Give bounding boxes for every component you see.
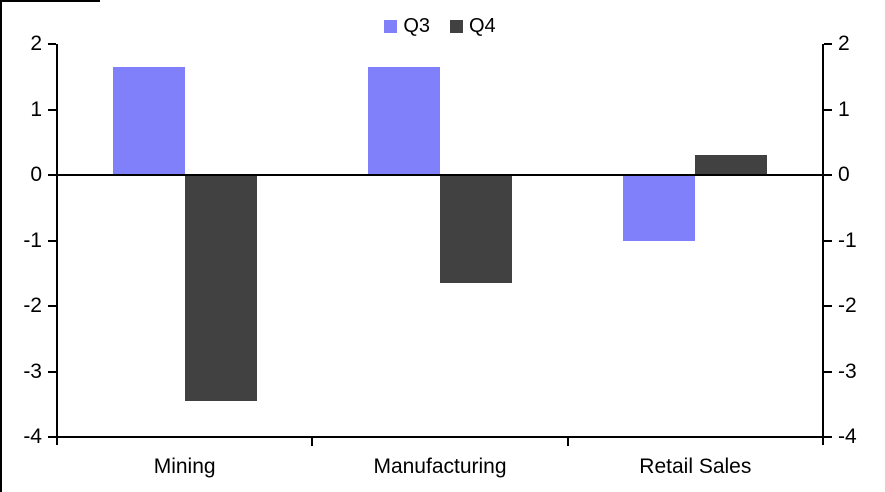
y-tick-label-right: 1 (838, 97, 850, 121)
legend-label-q4: Q4 (469, 15, 496, 37)
bar-q3-manufacturing (368, 66, 440, 175)
bar-q4-retail-sales (695, 155, 768, 175)
y-tick-label-left: -3 (23, 359, 42, 383)
y-tick-label-right: -4 (838, 425, 857, 448)
y-tick-right (824, 305, 832, 307)
y-tick-label-left: 1 (30, 97, 42, 121)
bar-q4-manufacturing (440, 175, 512, 284)
zero-line (57, 174, 823, 176)
bar-q3-mining (112, 66, 185, 175)
category-label: Retail Sales (639, 455, 752, 478)
y-tick-label-right: 2 (838, 32, 850, 55)
y-tick-right (824, 43, 832, 45)
y-tick-right (824, 239, 832, 242)
y-tick-right (824, 174, 832, 176)
y-tick-right (824, 436, 832, 438)
y-tick-right (824, 108, 832, 111)
y-tick-left (48, 305, 56, 307)
y-tick-left (48, 239, 56, 242)
y-tick-left (48, 370, 56, 373)
y-tick-left (48, 436, 56, 438)
y-tick-label-left: 2 (30, 32, 42, 55)
top-edge-border (0, 0, 100, 2)
left-edge-border (0, 0, 2, 492)
bar-q4-mining (184, 175, 257, 401)
category-label: Mining (153, 455, 216, 478)
bar-q3-retail-sales (623, 175, 696, 241)
x-tick (566, 438, 569, 446)
y-tick-left (48, 108, 56, 111)
y-axis-right (822, 44, 824, 445)
legend: Q3 Q4 (57, 13, 823, 39)
y-tick-label-right: -1 (838, 228, 857, 252)
y-tick-label-right: -3 (838, 359, 857, 383)
y-tick-label-right: -2 (838, 294, 857, 317)
y-tick-left (48, 43, 56, 45)
y-axis-left (56, 44, 58, 445)
category-label: Manufacturing (373, 455, 507, 478)
y-tick-label-left: -1 (23, 228, 42, 252)
legend-label-q3: Q3 (403, 15, 430, 37)
y-tick-label-left: -2 (23, 294, 42, 317)
legend-swatch-q4 (450, 19, 463, 33)
x-tick (311, 438, 314, 446)
y-tick-label-left: 0 (30, 163, 42, 186)
y-tick-label-left: -4 (23, 425, 42, 448)
y-tick-left (48, 174, 56, 176)
y-tick-right (824, 370, 832, 373)
x-axis (56, 436, 824, 438)
legend-swatch-q3 (384, 19, 398, 33)
y-tick-label-right: 0 (838, 163, 850, 186)
